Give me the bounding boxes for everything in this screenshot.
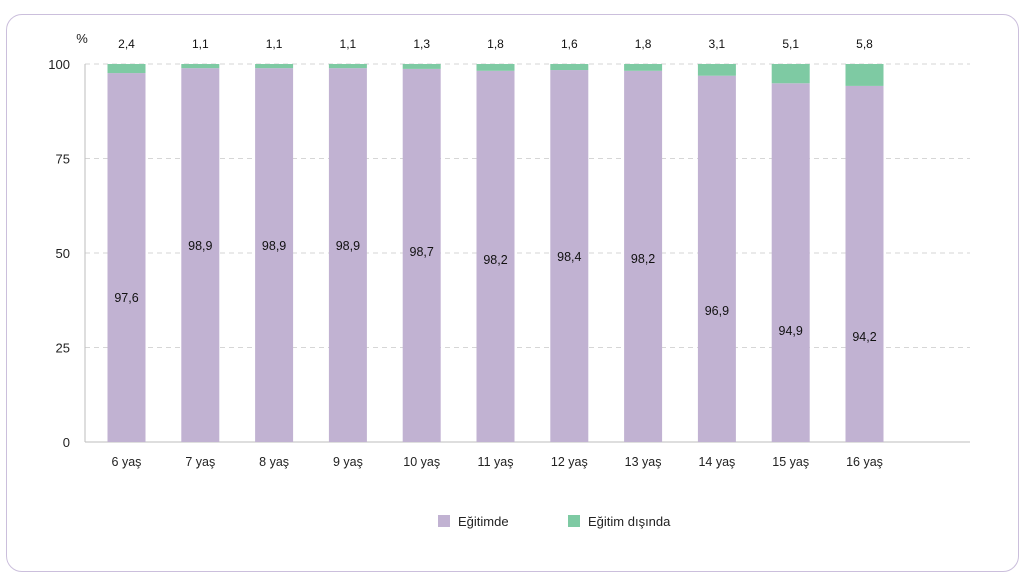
data-label-egitim-disinda: 5,8 [856,37,873,51]
data-label-egitimde: 98,2 [483,253,507,267]
x-tick-label: 13 yaş [625,455,662,469]
x-tick-label: 15 yaş [772,455,809,469]
y-tick-label: 50 [56,246,70,261]
y-tick-label: 75 [56,152,70,167]
data-label-egitimde: 98,9 [262,239,286,253]
bar-egitim-disinda [107,64,146,74]
data-label-egitim-disinda: 1,8 [635,37,652,51]
data-label-egitimde: 94,9 [779,324,803,338]
x-tick-label: 8 yaş [259,455,289,469]
legend-label: Eğitim dışında [588,514,671,529]
x-tick-label: 12 yaş [551,455,588,469]
bar-egitim-disinda [697,64,736,76]
data-label-egitim-disinda: 3,1 [709,37,726,51]
x-tick-label: 10 yaş [403,455,440,469]
data-label-egitimde: 97,6 [114,291,138,305]
bar-egitimde [697,75,736,442]
data-label-egitimde: 98,2 [631,252,655,266]
x-tick-label: 16 yaş [846,455,883,469]
data-label-egitimde: 98,7 [410,245,434,259]
y-tick-label: 0 [63,435,70,450]
x-tick-label: 9 yaş [333,455,363,469]
x-tick-label: 14 yaş [698,455,735,469]
legend-label: Eğitimde [458,514,509,529]
x-axis: 6 yaş 7 yaş 8 yaş 9 yaş 10 yaş 11 yaş 12 yaş 13… [112,455,883,469]
bar-egitimde [845,85,884,442]
x-tick-label: 11 yaş [478,455,514,469]
data-label-egitimde: 98,9 [336,239,360,253]
data-label-egitim-disinda: 1,1 [340,37,357,51]
data-label-egitim-disinda: 5,1 [782,37,799,51]
data-label-egitim-disinda: 1,3 [413,37,430,51]
data-label-egitim-disinda: 1,1 [192,37,209,51]
bar-egitim-disinda [328,64,367,69]
legend-swatch [438,515,450,527]
data-label-egitimde: 94,2 [852,330,876,344]
bar-egitim-disinda [402,64,441,69]
bar-egitimde [107,73,146,443]
bar-egitim-disinda [550,64,589,71]
y-tick-label: 25 [56,341,70,356]
legend-swatch [568,515,580,527]
bar-egitimde [771,83,810,442]
data-label-egitim-disinda: 1,1 [266,37,283,51]
bar-egitim-disinda [624,64,663,71]
bar-egitimde [402,68,441,442]
bar-egitimde [328,68,367,443]
gridlines [85,63,970,348]
x-tick-label: 6 yaş [112,455,142,469]
bar-egitim-disinda [476,64,515,71]
bar-egitim-disinda [771,64,810,84]
data-label-egitim-disinda: 1,8 [487,37,504,51]
bar-egitim-disinda [255,64,294,69]
data-label-egitimde: 98,4 [557,250,581,264]
data-label-egitim-disinda: 2,4 [118,37,135,51]
y-unit-label: % [76,31,88,46]
bars: 97,6 2,4 98,9 1,1 98,9 1,1 98,9 1,1 98,7 1,3 98,2 1… [107,37,884,443]
bar-egitimde [181,68,220,443]
bar-egitim-disinda [845,64,884,86]
data-label-egitimde: 96,9 [705,304,729,318]
y-tick-label: 100 [48,57,70,72]
legend: Eğitimde Eğitim dışında [438,514,671,529]
bar-egitimde [624,70,663,442]
bar-egitimde [476,70,515,442]
data-label-egitimde: 98,9 [188,239,212,253]
x-tick-label: 7 yaş [185,455,215,469]
bar-egitim-disinda [181,64,220,69]
y-axis: 0 25 50 75 100 [48,57,970,450]
data-label-egitim-disinda: 1,6 [561,37,578,51]
bar-egitimde [255,68,294,443]
bar-egitimde [550,70,589,442]
